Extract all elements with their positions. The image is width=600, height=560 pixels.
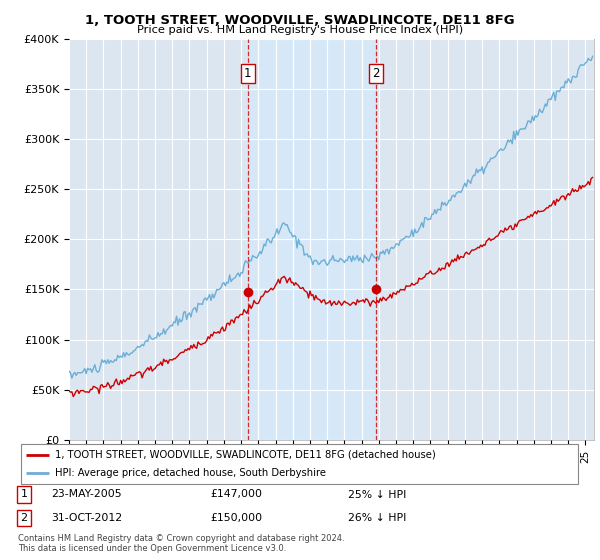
- Bar: [248, 39, 376, 440]
- Text: 2: 2: [20, 513, 28, 523]
- Text: 25% ↓ HPI: 25% ↓ HPI: [348, 489, 406, 500]
- Text: 2: 2: [372, 67, 380, 80]
- FancyBboxPatch shape: [21, 444, 578, 484]
- Text: 31-OCT-2012: 31-OCT-2012: [51, 513, 122, 523]
- Text: Price paid vs. HM Land Registry's House Price Index (HPI): Price paid vs. HM Land Registry's House …: [137, 25, 463, 35]
- Text: 1, TOOTH STREET, WOODVILLE, SWADLINCOTE, DE11 8FG: 1, TOOTH STREET, WOODVILLE, SWADLINCOTE,…: [85, 14, 515, 27]
- Text: 1: 1: [20, 489, 28, 500]
- Text: Contains HM Land Registry data © Crown copyright and database right 2024.
This d: Contains HM Land Registry data © Crown c…: [18, 534, 344, 553]
- Text: HPI: Average price, detached house, South Derbyshire: HPI: Average price, detached house, Sout…: [55, 468, 326, 478]
- Text: 1, TOOTH STREET, WOODVILLE, SWADLINCOTE, DE11 8FG (detached house): 1, TOOTH STREET, WOODVILLE, SWADLINCOTE,…: [55, 450, 436, 460]
- Text: 23-MAY-2005: 23-MAY-2005: [51, 489, 122, 500]
- Text: £150,000: £150,000: [210, 513, 262, 523]
- Text: £147,000: £147,000: [210, 489, 262, 500]
- Text: 26% ↓ HPI: 26% ↓ HPI: [348, 513, 406, 523]
- Text: 1: 1: [244, 67, 251, 80]
